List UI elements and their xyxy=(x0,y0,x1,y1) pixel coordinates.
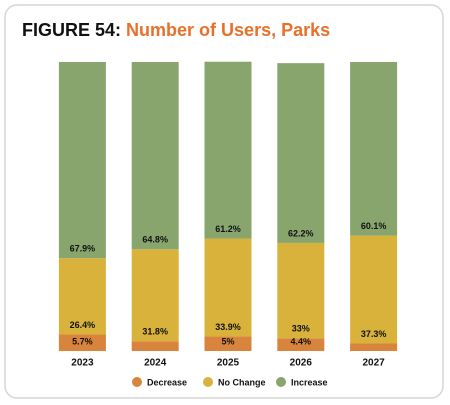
legend-label: No Change xyxy=(218,377,266,387)
bar-segment xyxy=(58,334,106,351)
value-label: 62.2% xyxy=(288,228,314,238)
value-label: 64.8% xyxy=(142,235,168,245)
value-label: 31.8% xyxy=(142,327,168,337)
bar-segment xyxy=(350,343,398,351)
value-label: 5.7% xyxy=(72,336,93,346)
value-label: 37.3% xyxy=(361,329,387,339)
x-tick-label: 2024 xyxy=(144,358,167,369)
bar-segment xyxy=(58,62,106,259)
bar-segment xyxy=(131,341,179,351)
value-label: 60.1% xyxy=(361,221,387,231)
bar-segment xyxy=(131,249,179,342)
bar-segment xyxy=(204,336,252,351)
chart-title: FIGURE 54: Number of Users, Parks xyxy=(22,20,330,40)
bar-segment xyxy=(350,235,398,344)
bar-segment xyxy=(58,258,106,335)
figure-label: FIGURE 54: xyxy=(22,20,121,40)
value-label: 33.9% xyxy=(215,322,241,332)
value-label: 67.9% xyxy=(70,244,96,254)
x-tick-label: 2023 xyxy=(71,358,94,369)
x-tick-label: 2026 xyxy=(290,358,313,369)
value-label: 33% xyxy=(292,324,310,334)
legend-swatch xyxy=(203,377,213,387)
legend-label: Decrease xyxy=(147,377,187,387)
bar-segment xyxy=(277,338,325,351)
legend-label: Increase xyxy=(291,377,328,387)
value-label: 61.2% xyxy=(215,224,241,234)
bar-segment xyxy=(204,238,252,337)
legend-swatch xyxy=(132,377,142,387)
legend-swatch xyxy=(276,377,286,387)
value-label: 5% xyxy=(221,336,234,346)
value-label: 26.4% xyxy=(70,320,96,330)
bar-segment xyxy=(277,242,325,339)
bar-segment xyxy=(204,61,252,239)
bar-segment xyxy=(131,62,179,250)
x-tick-label: 2025 xyxy=(217,358,240,369)
title-text: Number of Users, Parks xyxy=(126,20,330,40)
x-tick-label: 2027 xyxy=(362,358,385,369)
bar-segment xyxy=(277,63,325,243)
bar-segment xyxy=(350,62,398,236)
value-label: 4.4% xyxy=(291,336,312,346)
